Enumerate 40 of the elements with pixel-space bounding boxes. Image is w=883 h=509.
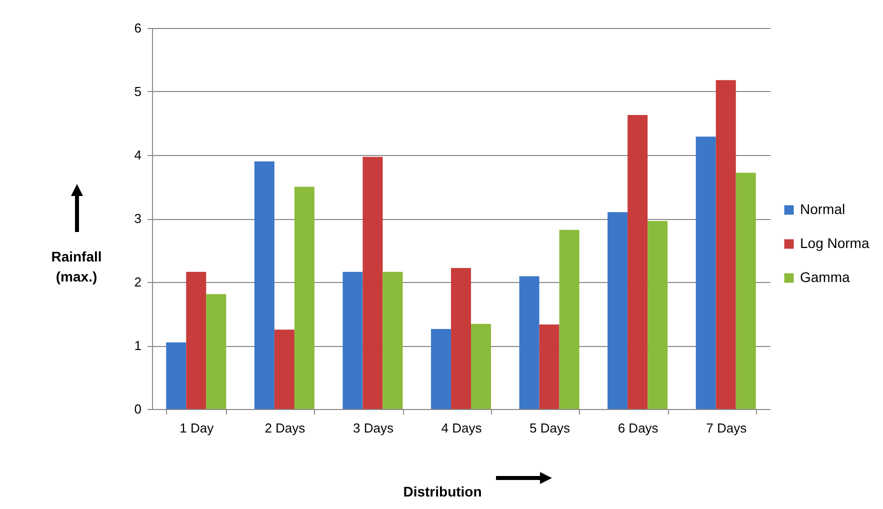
bar	[186, 272, 206, 409]
x-tick-label: 1 Day	[180, 420, 214, 436]
bar	[166, 342, 186, 409]
bar	[696, 136, 716, 409]
bar	[648, 221, 668, 409]
bar	[342, 272, 363, 409]
bar	[254, 161, 274, 409]
bar	[450, 268, 472, 409]
bar	[736, 172, 756, 409]
bar	[382, 272, 403, 409]
bar	[519, 276, 540, 409]
bar	[471, 324, 492, 409]
bar	[559, 230, 580, 409]
y-tick-label: 5	[134, 84, 142, 99]
legend-label: Log Norma	[800, 235, 870, 251]
y-tick-label: 3	[134, 211, 142, 226]
y-tick-label: 6	[134, 20, 142, 36]
bar	[716, 80, 736, 409]
bar	[608, 212, 628, 409]
bar	[206, 294, 226, 409]
x-tick-label: 4 Days	[441, 420, 482, 436]
x-tick-label: 3 Days	[352, 420, 394, 436]
x-tick-label: 5 Days	[530, 420, 571, 436]
x-tick-label: 6 Days	[618, 420, 659, 436]
y-tick-label: 4	[134, 148, 142, 162]
bar	[274, 330, 294, 409]
legend-label: Gamma	[800, 269, 850, 285]
legend-label: Normal	[800, 201, 846, 217]
bar	[362, 156, 383, 409]
x-axis-title: Distribution	[403, 484, 482, 500]
bar	[539, 324, 560, 409]
bar	[628, 114, 648, 409]
bar	[430, 328, 451, 409]
y-tick-label: 1	[134, 338, 142, 353]
y-tick-label: 2	[134, 274, 142, 290]
x-tick-label: 2 Days	[264, 420, 306, 436]
y-axis-title: Rainfall (max.)	[51, 248, 102, 284]
y-tick-label: 0	[134, 402, 142, 416]
bar	[294, 186, 314, 409]
x-tick-label: 7 Days	[706, 420, 748, 436]
